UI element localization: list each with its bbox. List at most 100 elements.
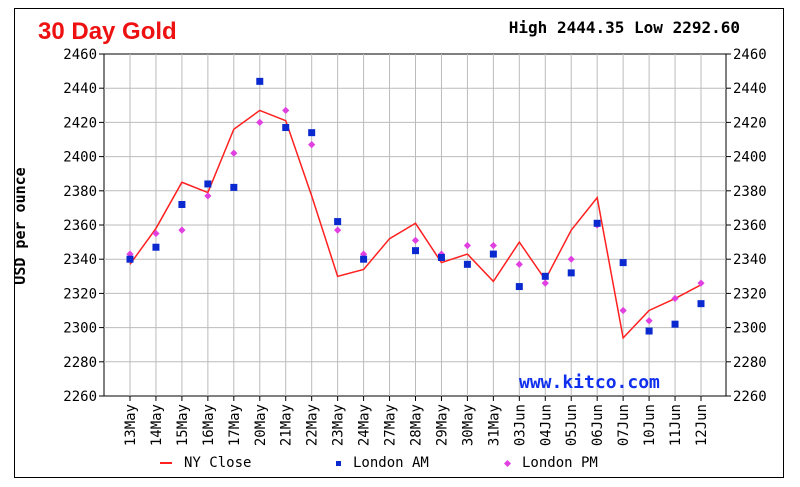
x-tick-label: 07Jun: [616, 404, 632, 446]
x-tick-label: 04Jun: [538, 404, 554, 446]
x-tick-label: 10Jun: [642, 404, 658, 446]
london-am-point: [282, 124, 290, 132]
x-tick-label: 28May: [409, 404, 425, 446]
y-tick-label-right: 2300: [733, 321, 767, 337]
low-label: Low: [634, 18, 663, 37]
london-pm-point: [152, 229, 160, 238]
x-tick-label: 06Jun: [590, 404, 606, 446]
y-tick-label-right: 2280: [733, 355, 767, 371]
y-tick-label-left: 2260: [63, 389, 97, 405]
x-tick-label: 11Jun: [668, 404, 684, 446]
london-pm-point: [489, 241, 497, 250]
london-am-point: [256, 77, 264, 85]
london-am-point: [697, 300, 705, 308]
london-pm-point: [697, 279, 705, 287]
london-am-point: [619, 259, 627, 267]
london-am-point: [334, 218, 342, 226]
london-am-point: [567, 269, 575, 277]
london-pm-point: [282, 106, 290, 115]
high-low-readout: High 2444.35 Low 2292.60: [509, 18, 740, 37]
london-am-point: [412, 247, 419, 255]
x-tick-label: 14May: [149, 404, 165, 446]
london-am-point: [360, 255, 368, 263]
london-pm-point: [411, 236, 420, 244]
london-am-point: [178, 200, 186, 208]
london-pm-point: [359, 250, 368, 258]
y-tick-label-left: 2420: [63, 115, 97, 131]
london-pm-point: [256, 118, 264, 126]
london-pm-point: [671, 294, 679, 303]
x-tick-label: 29May: [434, 404, 450, 446]
y-tick-label-right: 2320: [733, 286, 767, 302]
london-am-point: [645, 327, 653, 335]
london-am-point: [308, 129, 316, 137]
x-tick-label: 17May: [227, 404, 243, 446]
y-tick-label-left: 2340: [63, 252, 97, 268]
legend-diamond-swatch: [503, 459, 512, 467]
y-tick-label-left: 2460: [63, 47, 97, 63]
y-tick-label-left: 2300: [63, 321, 97, 337]
y-tick-label-right: 2360: [733, 218, 767, 234]
london-pm-point: [308, 141, 316, 149]
london-pm-point: [334, 226, 342, 234]
y-tick-label-left: 2360: [63, 218, 97, 234]
x-tick-label: 13May: [123, 404, 139, 446]
london-am-point: [593, 219, 601, 227]
legend-label: NY Close: [184, 455, 252, 471]
legend-label: London AM: [353, 455, 429, 471]
x-tick-label: 23May: [331, 404, 347, 446]
ny-close-line: [129, 109, 702, 340]
london-pm-point: [541, 279, 549, 287]
y-tick-label-right: 2260: [733, 389, 767, 405]
kitco-watermark[interactable]: www.kitco.com: [519, 372, 660, 393]
london-am-point: [515, 283, 523, 291]
y-tick-label-right: 2460: [733, 47, 767, 63]
london-am-point: [671, 320, 679, 328]
x-tick-label: 30May: [460, 404, 476, 446]
london-am-point: [489, 250, 497, 258]
london-pm-point: [515, 260, 523, 268]
london-am-point: [204, 180, 212, 188]
legend-label: London PM: [522, 455, 598, 471]
chart-legend: NY Close London AM London PM: [160, 455, 720, 475]
high-value: 2444.35: [556, 18, 625, 37]
y-tick-label-left: 2400: [63, 150, 97, 166]
london-pm-point: [204, 192, 212, 200]
legend-item: London AM: [336, 455, 429, 471]
london-pm-point: [463, 241, 472, 250]
london-am-point: [230, 183, 238, 191]
legend-square-swatch: [336, 460, 341, 466]
low-value: 2292.60: [672, 18, 740, 37]
london-pm-point: [230, 149, 238, 157]
x-tick-label: 22May: [305, 404, 321, 446]
y-tick-label-left: 2320: [63, 286, 97, 302]
legend-line-swatch: [160, 462, 172, 464]
x-tick-label: 31May: [486, 404, 502, 446]
legend-item: London PM: [503, 455, 598, 471]
y-tick-label-left: 2380: [63, 184, 97, 200]
london-pm-point: [178, 226, 186, 234]
x-tick-label: 20May: [253, 404, 269, 446]
y-tick-label-right: 2340: [733, 252, 767, 268]
london-pm-point: [567, 255, 575, 263]
x-tick-label: 03Jun: [512, 404, 528, 446]
x-tick-label: 15May: [175, 404, 191, 446]
x-tick-label: 27May: [383, 404, 399, 446]
x-tick-label: 05Jun: [564, 404, 580, 446]
y-tick-label-right: 2420: [733, 115, 767, 131]
london-pm-point: [619, 306, 627, 315]
london-am-point: [541, 272, 549, 280]
london-am-point: [463, 260, 471, 268]
x-tick-label: 16May: [201, 404, 217, 446]
y-tick-label-right: 2440: [733, 81, 767, 97]
high-label: High: [508, 18, 548, 37]
london-pm-point: [645, 317, 653, 325]
london-am-point: [437, 253, 445, 261]
y-tick-label-left: 2440: [63, 81, 97, 97]
london-am-point: [152, 243, 160, 251]
london-am-point: [126, 255, 134, 263]
legend-item: NY Close: [160, 455, 251, 471]
y-tick-label-right: 2380: [733, 184, 767, 200]
y-tick-label-right: 2400: [733, 150, 767, 166]
